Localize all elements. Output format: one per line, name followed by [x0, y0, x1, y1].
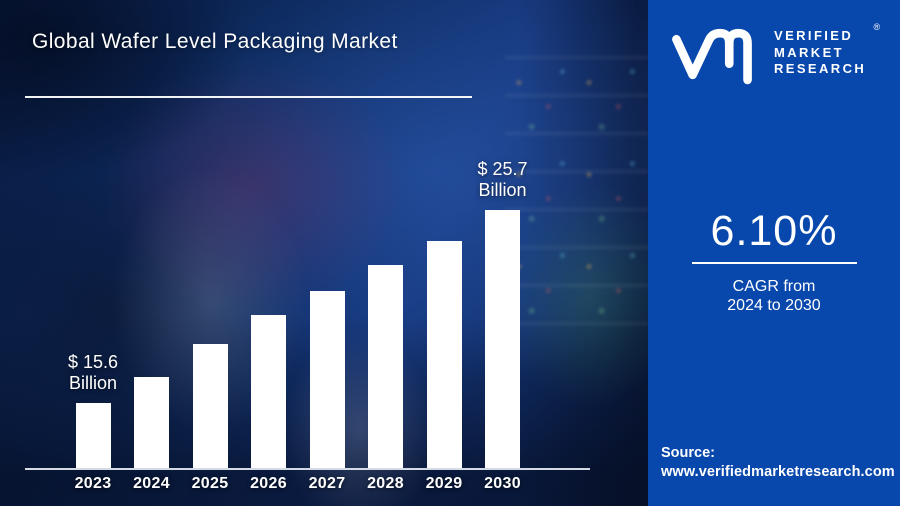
year-label-2028: 2028 — [367, 475, 404, 492]
bar-2029 — [426, 241, 462, 468]
year-label-2029: 2029 — [425, 475, 463, 492]
cagr-caption-line1: CAGR from — [732, 278, 816, 295]
source-label: Source: — [661, 445, 715, 461]
brand-name-line: MARKET — [774, 44, 845, 60]
brand-name-line: RESEARCH — [774, 61, 867, 76]
background-shelves-blur — [505, 55, 648, 335]
cagr-caption-line2: 2024 to 2030 — [727, 297, 821, 314]
brand-panel: VERIFIED MARKET RESEARCH ® 6.10% CAGR fr… — [648, 0, 900, 506]
year-label-2023: 2023 — [74, 475, 112, 492]
brand-name-line: VERIFIED — [774, 28, 854, 43]
value-label-2023: $ 15.6 Billion — [67, 352, 119, 393]
title-underline — [25, 96, 472, 98]
cagr-underline — [691, 262, 857, 264]
cagr-value: 6.10% — [710, 207, 838, 255]
bar-2030: $ 25.7 Billion — [477, 159, 528, 468]
year-label-2027: 2027 — [308, 475, 346, 492]
source-url-link[interactable]: www.verifiedmarketresearch.com — [661, 464, 895, 480]
year-label-2024: 2024 — [133, 475, 170, 492]
source-block: Source: www.verifiedmarketresearch.com — [661, 444, 895, 482]
bar-2023: $ 15.6 Billion — [68, 352, 118, 468]
year-label-2025: 2025 — [191, 475, 229, 492]
cagr-block: 6.10% CAGR from 2024 to 2030 — [648, 208, 900, 315]
year-label-2030: 2030 — [484, 475, 521, 492]
brand-name: VERIFIED MARKET RESEARCH ® — [774, 22, 880, 78]
value-label-2030: $ 25.7 Billion — [477, 159, 528, 200]
page-title: Global Wafer Level Packaging Market — [32, 30, 398, 53]
year-label-2026: 2026 — [250, 475, 287, 492]
bar-chart: $ 15.6 Billion $ 25.7 Billion 2023 2024 2025 2… — [25, 118, 590, 493]
chart-year-labels: 2023 2024 2025 2026 2027 2028 2029 2030 — [25, 475, 590, 493]
vmr-logo: VERIFIED MARKET RESEARCH ® — [664, 22, 880, 86]
bar-2024 — [134, 377, 169, 468]
registered-trademark-icon: ® — [873, 22, 881, 32]
chart-bars: $ 15.6 Billion $ 25.7 Billion — [25, 118, 590, 470]
bar-2025 — [192, 344, 228, 468]
bar-2028 — [368, 265, 403, 468]
bar-2026 — [251, 315, 286, 468]
vmr-monogram-icon — [672, 28, 752, 85]
bar-2027 — [309, 291, 345, 468]
